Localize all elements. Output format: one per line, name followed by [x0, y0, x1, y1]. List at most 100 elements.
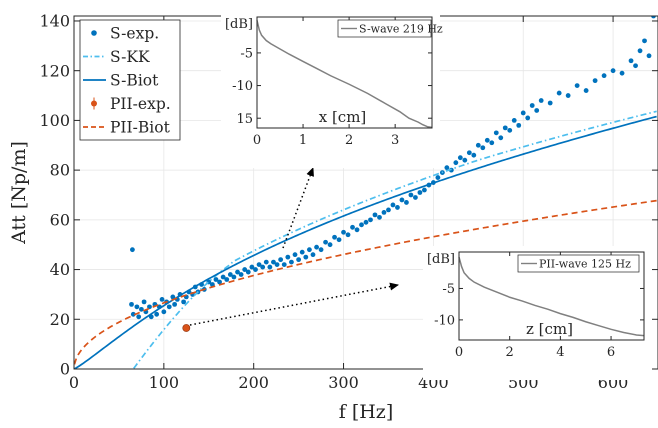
inset-s-xtick-label-1: 1 [299, 133, 307, 148]
s-exp-point-102 [507, 127, 513, 133]
s-exp-point-6 [141, 299, 147, 305]
s-exp-point-120 [633, 63, 638, 69]
main-series-layer [74, 16, 657, 369]
s-exp-point-45 [263, 259, 269, 265]
inset-s-xtick-label-0: 0 [253, 133, 261, 148]
s-exp-point-55 [299, 249, 305, 255]
s-exp-point-100 [498, 135, 504, 141]
s-exp-point-65 [341, 229, 346, 235]
inset-p-xtick-label-1: 2 [506, 345, 514, 360]
inset-p-curve [458, 256, 645, 337]
s-exp-point-53 [292, 252, 298, 258]
s-exp-point-17 [170, 294, 176, 300]
main-ytick-label-5: 100 [39, 111, 70, 130]
s-exp-point-91 [457, 155, 463, 161]
inset-s-xtick-label-3: 3 [391, 133, 399, 148]
main-ytick-label-2: 40 [50, 260, 70, 279]
s-exp-point-92 [462, 157, 468, 163]
inset-p-y-unit-label: [dB] [427, 252, 455, 267]
s-exp-point-66 [345, 232, 351, 238]
s-exp-point-36 [231, 274, 237, 280]
inset-p-ytick-label-1: -10 [434, 313, 455, 328]
s-exp-point-13 [159, 296, 165, 302]
inset-p-xtick-label-0: 0 [455, 345, 463, 360]
inset-p-x-axis-label: z [cm] [526, 320, 573, 338]
s-exp-point-16 [166, 304, 172, 310]
inset-p-legend-box [517, 254, 640, 273]
s-biot-line [74, 115, 657, 369]
s-exp-point-68 [354, 227, 360, 233]
s-exp-point-54 [296, 257, 302, 263]
s-exp-point-108 [534, 108, 540, 113]
s-exp-point-77 [395, 205, 400, 210]
s-exp-point-21 [181, 299, 187, 305]
main-ytick-label-7: 140 [39, 12, 70, 31]
s-exp-point-109 [538, 98, 544, 103]
s-exp-point-32 [217, 279, 222, 285]
s-exp-point-90 [453, 160, 459, 166]
s-exp-point-83 [422, 187, 427, 193]
s-exp-point-112 [565, 93, 571, 98]
s-exp-point-105 [520, 110, 526, 116]
s-exp-point-115 [592, 78, 598, 84]
main-ytick-label-3: 60 [50, 210, 70, 229]
s-exp-point-34 [224, 277, 230, 282]
main-x-axis-label: f [Hz] [339, 401, 393, 423]
s-exp-point-56 [303, 254, 309, 260]
s-exp-point-37 [235, 269, 240, 275]
inset-p-ytick-label-0: -5 [442, 282, 455, 297]
s-exp-point-114 [583, 88, 589, 93]
s-exp-point-51 [285, 254, 291, 260]
s-exp-point-48 [274, 262, 280, 267]
s-exp-point-73 [377, 214, 382, 220]
s-exp-point-69 [359, 222, 364, 228]
s-exp-point-47 [271, 259, 276, 265]
pii-biot-line [74, 199, 657, 365]
s-exp-point-14 [161, 309, 167, 315]
s-exp-point-122 [642, 38, 647, 44]
s-exp-point-79 [404, 200, 409, 205]
s-exp-point-107 [529, 103, 535, 108]
inset-s-ytick-label-1: -10 [232, 79, 253, 94]
s-exp-point-58 [310, 252, 316, 258]
s-exp-point-41 [249, 264, 255, 270]
s-exp-point-118 [619, 70, 625, 76]
inset-s-y-unit-label: [dB] [225, 17, 253, 32]
s-exp-point-43 [256, 262, 262, 267]
s-exp-point-97 [484, 137, 490, 143]
inset-p-xtick-label-2: 4 [556, 345, 564, 360]
s-exp-point-82 [417, 190, 423, 195]
arrow-to-pii-inset [189, 282, 399, 326]
s-exp-point-33 [220, 274, 226, 280]
s-exp-point-99 [493, 130, 499, 136]
s-exp-point-111 [556, 90, 562, 96]
legend: S-exp. S-KK S-Biot PII-exp. PII-Biot [79, 19, 181, 141]
s-exp-point-1 [129, 301, 134, 307]
legend-label-pii-biot: PII-Biot [110, 119, 171, 137]
s-exp-point-60 [318, 247, 324, 253]
s-exp-point-121 [637, 48, 643, 54]
s-exp-point-70 [363, 219, 369, 225]
main-ytick-label-4: 80 [50, 161, 70, 180]
s-exp-point-81 [413, 195, 418, 200]
legend-label-s-exp-: S-exp. [110, 25, 159, 43]
s-exp-point-67 [350, 224, 355, 230]
legend-label-pii-exp-: PII-exp. [110, 95, 171, 113]
s-exp-point-124 [651, 16, 656, 19]
inset-s-xtick-label-2: 2 [345, 133, 353, 148]
s-exp-point-31 [213, 277, 219, 282]
s-exp-point-106 [525, 115, 531, 121]
s-exp-point-117 [610, 68, 616, 74]
s-exp-point-75 [386, 207, 391, 213]
s-exp-point-104 [516, 122, 522, 128]
legend-label-s-kk: S-KK [110, 48, 150, 66]
s-exp-point-113 [574, 83, 580, 89]
pointer-arrows [189, 167, 399, 326]
s-exp-point-0 [130, 247, 135, 253]
main-ytick-label-0: 0 [60, 360, 70, 379]
s-exp-point-46 [267, 264, 273, 270]
s-exp-point-119 [628, 58, 634, 64]
s-exp-point-62 [327, 242, 333, 248]
s-exp-point-44 [260, 264, 266, 270]
s-exp-point-88 [444, 165, 450, 171]
